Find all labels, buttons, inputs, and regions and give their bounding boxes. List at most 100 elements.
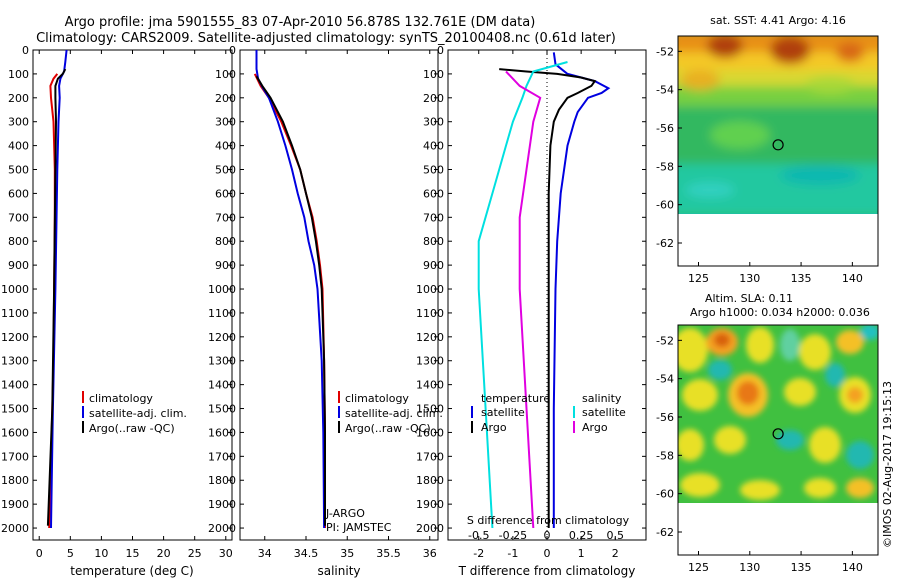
y-tick-label: 900 [215, 259, 236, 272]
x-tick-label: 25 [188, 547, 202, 560]
credit: ©IMOS 02-Aug-2017 19:15:13 [881, 381, 894, 548]
y-tick-label: 1000 [1, 283, 29, 296]
sst-map-title: sat. SST: 4.41 Argo: 4.16 [710, 14, 846, 27]
x-tick-label: 34.5 [294, 547, 319, 560]
y-tick-label: 1200 [1, 331, 29, 344]
map-x-tick-label: 140 [842, 561, 863, 574]
difference-series-2 [477, 61, 568, 529]
y-tick-label: 0 [22, 44, 29, 57]
y-tick-label: 1300 [208, 355, 236, 368]
map-y-tick-label: -52 [656, 45, 674, 58]
y-tick-label: 700 [423, 211, 444, 224]
y-tick-label: 1600 [208, 426, 236, 439]
y-tick-label: 1100 [1, 307, 29, 320]
map-y-tick-label: -58 [656, 449, 674, 462]
x-tick-label: -1 [507, 547, 518, 560]
y-tick-label: 200 [215, 92, 236, 105]
map-x-tick-label: 125 [688, 561, 709, 574]
x-tick-label: 0 [36, 547, 43, 560]
y-tick-label: 500 [215, 164, 236, 177]
legend-t-satellite-label: satellite [481, 406, 525, 419]
map-x-tick-label: 135 [791, 561, 812, 574]
temperature-xlabel: temperature (deg C) [70, 564, 193, 578]
sla-field [678, 325, 878, 503]
y-tick-label: 200 [423, 92, 444, 105]
x-tick-label: 15 [126, 547, 140, 560]
y-tick-label: 500 [8, 164, 29, 177]
y-tick-label: 900 [8, 259, 29, 272]
salinity-series-2 [255, 75, 326, 526]
legend-salinity-header: salinity [582, 392, 622, 405]
difference-series-1 [499, 68, 597, 528]
argo-location-marker [772, 139, 784, 151]
y-tick-label: 2000 [1, 522, 29, 535]
map-y-tick-label: -56 [656, 411, 674, 424]
y-tick-label: 1300 [1, 355, 29, 368]
map-y-tick-label: -62 [656, 526, 674, 539]
legend-argo-label: Argo(..raw -QC) [89, 422, 175, 435]
salinity-panel [239, 49, 439, 541]
legend-s-argo-label: Argo [582, 421, 608, 434]
map-x-tick-label: 130 [739, 272, 760, 285]
x-tick-label: 20 [157, 547, 171, 560]
y-tick-label: 1200 [416, 331, 444, 344]
y-tick-label: 1500 [1, 403, 29, 416]
legend-climatology-label: climatology [89, 392, 153, 405]
sla-map-subtitle: Argo h1000: 0.034 h2000: 0.036 [690, 306, 870, 319]
legend-satellite-label: satellite-adj. clim. [345, 407, 443, 420]
salinity-legend: climatology satellite-adj. clim. Argo(..… [338, 391, 443, 435]
y-tick-label: 700 [215, 211, 236, 224]
t-difference-xlabel: T difference from climatology [458, 564, 636, 578]
legend-s-satellite-label: satellite [582, 406, 626, 419]
sst-map-frame [677, 35, 879, 267]
x-tick-label: 35 [340, 547, 354, 560]
y-tick-label: 1000 [208, 283, 236, 296]
salinity-xlabel: salinity [317, 564, 360, 578]
y-tick-label: 1400 [1, 379, 29, 392]
map-y-tick-label: -62 [656, 237, 674, 250]
map-y-tick-label: -52 [656, 334, 674, 347]
x-tick-label: -2 [473, 547, 484, 560]
s-tick-label: 0.5 [607, 529, 625, 542]
y-tick-label: 900 [423, 259, 444, 272]
y-tick-label: 1600 [416, 426, 444, 439]
y-tick-label: 300 [423, 116, 444, 129]
y-tick-label: 400 [215, 140, 236, 153]
y-tick-label: 100 [423, 68, 444, 81]
legend-climatology-label: climatology [345, 392, 409, 405]
x-tick-label: 34 [258, 547, 272, 560]
x-tick-label: 2 [612, 547, 619, 560]
y-tick-label: 1000 [416, 283, 444, 296]
map-y-tick-label: -54 [656, 84, 674, 97]
y-tick-label: 100 [8, 68, 29, 81]
y-tick-label: 1500 [416, 403, 444, 416]
temperature-panel [32, 49, 233, 541]
y-tick-label: 1900 [416, 498, 444, 511]
temperature-series-2 [46, 68, 67, 526]
y-tick-label: 0 [229, 44, 236, 57]
x-tick-label: 5 [67, 547, 74, 560]
s-tick-label: -0.25 [499, 529, 527, 542]
header-line-1: Argo profile: jma 5901555_83 07-Apr-2010… [65, 15, 536, 30]
y-tick-label: 1900 [208, 498, 236, 511]
sst-map-nodata [678, 214, 878, 266]
y-tick-label: 300 [8, 116, 29, 129]
y-tick-label: 700 [8, 211, 29, 224]
sla-map-frame [677, 324, 879, 556]
float-pi: PI: JAMSTEC [326, 521, 392, 534]
y-tick-label: 1400 [416, 379, 444, 392]
y-tick-label: 1700 [1, 450, 29, 463]
y-tick-label: 1700 [416, 450, 444, 463]
x-tick-label: 30 [219, 547, 233, 560]
y-tick-label: 300 [215, 116, 236, 129]
x-tick-label: 35.5 [376, 547, 401, 560]
y-tick-label: 600 [423, 187, 444, 200]
y-tick-label: 0 [437, 44, 444, 57]
salinity-series-1 [255, 50, 326, 529]
legend-argo-label: Argo(..raw -QC) [345, 422, 431, 435]
map-x-tick-label: 125 [688, 272, 709, 285]
y-tick-label: 100 [215, 68, 236, 81]
header-line-2: Climatology: CARS2009. Satellite-adjuste… [36, 31, 616, 46]
y-tick-label: 1800 [1, 474, 29, 487]
s-tick-label: 0 [544, 529, 551, 542]
